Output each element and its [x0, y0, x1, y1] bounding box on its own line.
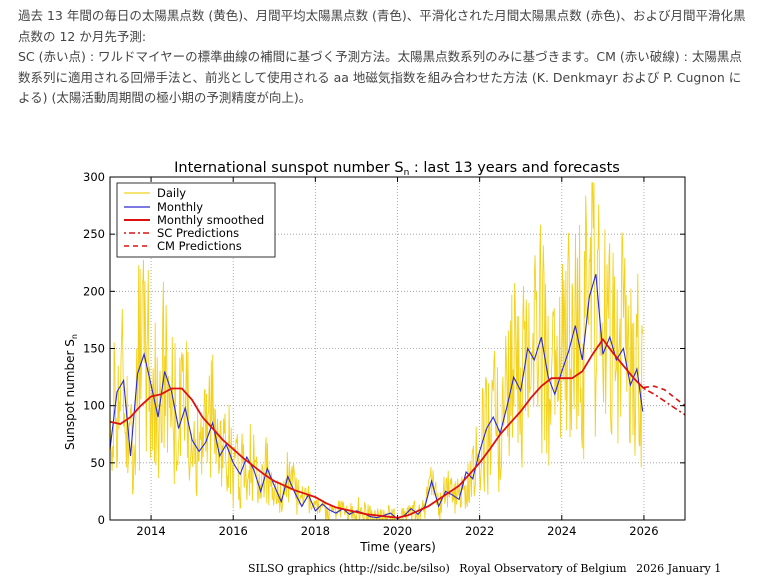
legend-smoothed-label: Monthly smoothed [157, 213, 264, 227]
monthly-series [109, 274, 644, 520]
credit-date: 2026 January 1 [636, 562, 722, 575]
y-tick-label: 100 [83, 399, 105, 413]
chart-title: International sunspot number Sn : last 1… [174, 160, 620, 178]
y-axis-label-main: Sunspot number S [63, 339, 77, 450]
y-tick-label: 200 [83, 284, 105, 298]
smoothed-series [109, 337, 645, 519]
y-tick-label: 300 [83, 170, 105, 184]
axis-ticks: 2014 2016 2018 2020 2022 2024 2026 0 50 100 150 200… [83, 170, 685, 538]
legend: Daily Monthly Monthly smoothed SC Predic… [116, 182, 276, 258]
x-tick-label: 2018 [301, 524, 330, 538]
x-tick-label: 2016 [219, 524, 248, 538]
description-line-1: 過去 13 年間の毎日の太陽黒点数 (黄色)、月間平均太陽黒点数 (青色)、平滑… [18, 8, 746, 44]
legend-sc-label: SC Predictions [157, 226, 239, 240]
description-line-2: SC (赤い点) : ワルドマイヤーの標準曲線の補間に基づく予測方法。太陽黒点数… [18, 49, 742, 105]
y-axis-label: Sunspot number Sn [63, 334, 79, 450]
credit-org: Royal Observatory of Belgium [459, 562, 627, 575]
credit-source: SILSO graphics (http://sidc.be/silso) [248, 562, 450, 575]
description-text: 過去 13 年間の毎日の太陽黒点数 (黄色)、月間平均太陽黒点数 (青色)、平滑… [18, 6, 748, 109]
y-tick-label: 0 [98, 513, 105, 527]
sc-prediction-line [643, 387, 686, 416]
y-tick-label: 150 [83, 342, 105, 356]
smoothed-line [109, 337, 645, 519]
chart-title-rest: : last 13 years and forecasts [409, 160, 620, 176]
sunspot-chart: International sunspot number Sn : last 1… [63, 160, 686, 554]
x-tick-label: 2024 [547, 524, 576, 538]
y-axis-label-sub: n [70, 334, 79, 339]
legend-cm-label: CM Predictions [157, 239, 242, 253]
x-axis-label: Time (years) [359, 540, 436, 554]
legend-daily-label: Daily [157, 186, 186, 200]
chart-credit: SILSO graphics (http://sidc.be/silso) Ro… [248, 562, 727, 575]
cm-prediction-line [643, 385, 686, 407]
legend-monthly-label: Monthly [157, 200, 203, 214]
prediction-series [643, 385, 686, 416]
x-tick-label: 2026 [629, 524, 658, 538]
chart-title-sub: n [404, 168, 410, 178]
x-tick-label: 2022 [465, 524, 494, 538]
monthly-line [109, 274, 644, 520]
x-tick-label: 2020 [383, 524, 412, 538]
y-tick-label: 250 [83, 227, 105, 241]
chart-title-main: International sunspot number S [174, 160, 403, 176]
x-tick-label: 2014 [136, 524, 165, 538]
y-tick-label: 50 [90, 456, 105, 470]
